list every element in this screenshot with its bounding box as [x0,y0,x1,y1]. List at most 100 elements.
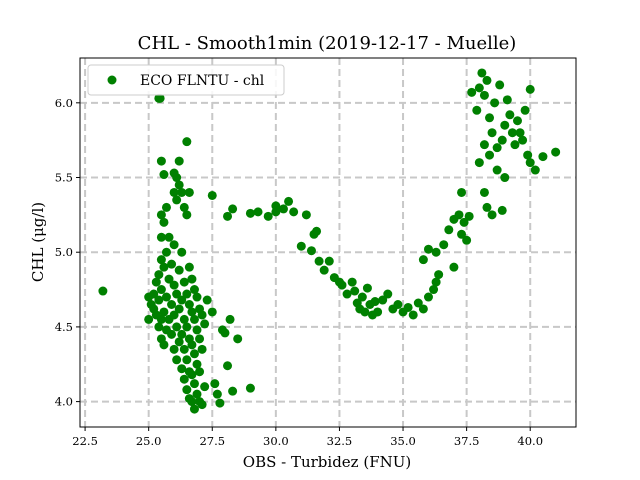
data-point [296,241,306,251]
data-point [479,187,489,197]
data-point [306,246,316,256]
data-point [362,283,372,293]
data-point [182,210,192,220]
data-point [189,349,199,359]
data-point [184,262,194,272]
legend-box [87,64,285,96]
data-point [177,329,187,339]
data-point [474,158,484,168]
data-point [182,322,192,332]
data-point [98,286,108,296]
data-point [156,232,166,242]
data-point [278,204,288,214]
data-point [156,210,166,220]
data-point [507,128,517,138]
y-tick-label: 4.0 [55,395,73,409]
data-point [159,217,169,227]
data-point [431,277,441,287]
data-point [319,265,329,275]
data-point [154,295,164,305]
data-point [423,292,433,302]
data-point [169,344,179,354]
data-point [149,289,159,299]
data-point [423,244,433,254]
data-point [169,280,179,290]
x-axis-label: OBS - Turbidez (FNU) [243,453,411,471]
data-point [169,310,179,320]
data-point [177,295,187,305]
data-point [497,135,507,145]
data-point [324,256,334,266]
data-point [192,292,202,302]
data-point [177,364,187,374]
data-point [156,255,166,265]
points-layer [98,68,561,414]
data-point [164,232,174,242]
data-point [197,344,207,354]
data-point [174,337,184,347]
data-point [154,322,164,332]
data-point [393,299,403,309]
data-point [342,289,352,299]
data-point [457,229,467,239]
data-point [459,217,469,227]
data-point [467,87,477,97]
plot-frame [79,57,577,428]
data-point [477,68,487,78]
data-point [457,187,467,197]
data-point [370,297,380,307]
x-tick-label: 30.0 [263,434,289,448]
data-point [172,289,182,299]
data-point [245,383,255,393]
data-point [172,322,182,332]
data-point [189,285,199,295]
data-point [500,173,510,183]
data-point [500,120,510,130]
data-point [159,340,169,350]
data-point [495,80,505,90]
data-point [197,400,207,410]
data-point [179,374,189,384]
data-point [429,285,439,295]
data-point [408,310,418,320]
data-point [207,190,217,200]
x-tick-label: 40.0 [517,434,543,448]
data-point [487,128,497,138]
data-point [220,328,230,338]
data-point [177,247,187,257]
data-point [492,165,502,175]
data-point [154,270,164,280]
data-point [233,334,243,344]
data-point [187,340,197,350]
data-point [510,140,520,150]
data-point [179,314,189,324]
data-point [174,304,184,314]
data-point [182,355,192,365]
data-point [172,173,182,183]
data-point [472,105,482,115]
data-point [284,196,294,206]
x-tick-label: 27.5 [199,434,225,448]
data-point [177,187,187,197]
data-point [482,75,492,85]
data-point [360,307,370,317]
data-point [439,240,449,250]
data-point [144,314,154,324]
legend-label: ECO FLNTU - chl [140,73,265,89]
y-tick-label: 4.5 [55,320,73,334]
data-point [479,140,489,150]
data-point [485,150,495,160]
data-point [207,307,217,317]
data-point [492,143,502,153]
data-point [263,211,273,221]
data-point [337,280,347,290]
y-ticks: 4.0 4.5 5.0 5.5 6.0 [55,96,80,409]
data-point [403,302,413,312]
data-point [215,398,225,408]
data-point [357,292,367,302]
data-point [479,90,489,100]
x-ticks: 22.5 25.0 27.5 30.0 32.5 35.0 37.5 40.0 [72,427,543,448]
data-point [490,98,500,108]
data-point [289,207,299,217]
data-point [418,304,428,314]
